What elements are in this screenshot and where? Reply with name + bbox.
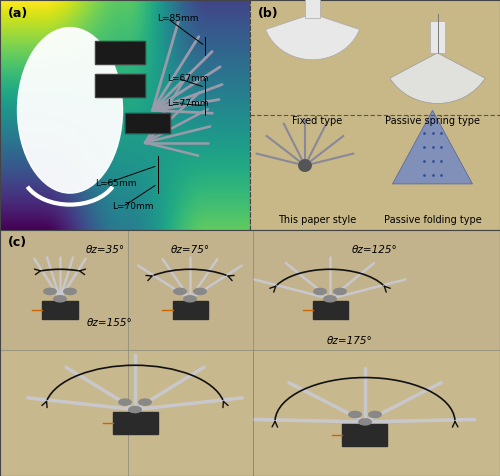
Ellipse shape [18,28,122,193]
Ellipse shape [44,288,56,295]
Ellipse shape [174,288,186,295]
Wedge shape [390,53,485,103]
Text: θz=75°: θz=75° [170,245,209,255]
Ellipse shape [334,288,346,295]
Bar [95,74,145,97]
Bar [42,301,78,318]
Bar [95,41,145,64]
Bar [125,113,170,133]
Text: L=67mm: L=67mm [168,74,209,83]
Bar [305,0,320,19]
Ellipse shape [369,411,382,417]
Ellipse shape [299,160,311,171]
Ellipse shape [139,399,151,405]
Bar [112,412,158,434]
Bar [252,230,500,350]
Ellipse shape [64,288,76,295]
Ellipse shape [54,296,66,302]
Ellipse shape [324,296,336,302]
Text: θz=125°: θz=125° [352,245,398,255]
Bar [0,350,252,476]
Polygon shape [266,14,360,60]
Text: (a): (a) [8,7,28,20]
Polygon shape [392,110,472,184]
Bar [430,20,445,53]
Bar [342,424,388,446]
Text: (b): (b) [258,7,278,20]
Ellipse shape [359,419,371,425]
Text: Passive spring type: Passive spring type [385,116,480,126]
Text: L=85mm: L=85mm [158,14,199,23]
Bar [95,41,145,64]
Text: Fixed type: Fixed type [292,116,343,126]
Bar [0,230,128,350]
Text: L=65mm: L=65mm [95,179,136,188]
Bar [125,113,170,133]
Bar [128,230,252,350]
Text: θz=175°: θz=175° [327,336,373,346]
Bar [172,301,208,318]
Ellipse shape [129,407,141,413]
Text: L=77mm: L=77mm [168,99,209,108]
Bar [95,74,145,97]
Text: Passive folding type: Passive folding type [384,215,482,225]
Bar [252,350,500,476]
Text: L=70mm: L=70mm [112,202,154,211]
Text: (c): (c) [8,236,26,249]
Ellipse shape [184,296,196,302]
Text: θz=155°: θz=155° [87,318,133,328]
Ellipse shape [194,288,206,295]
Ellipse shape [349,411,361,417]
Ellipse shape [119,399,131,405]
Ellipse shape [314,288,326,295]
Text: θz=35°: θz=35° [86,245,124,255]
Bar [312,301,348,318]
Text: This paper style: This paper style [278,215,356,225]
